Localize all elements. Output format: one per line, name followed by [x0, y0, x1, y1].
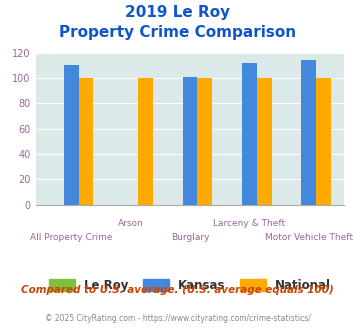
- Bar: [301, 60, 316, 205]
- Bar: [64, 65, 78, 205]
- Text: Compared to U.S. average. (U.S. average equals 100): Compared to U.S. average. (U.S. average …: [21, 285, 334, 295]
- Bar: [242, 63, 257, 205]
- Text: All Property Crime: All Property Crime: [30, 233, 113, 242]
- Text: Motor Vehicle Theft: Motor Vehicle Theft: [265, 233, 353, 242]
- Bar: [316, 78, 331, 205]
- Text: Larceny & Theft: Larceny & Theft: [213, 219, 285, 228]
- Bar: [78, 78, 93, 205]
- Bar: [197, 78, 212, 205]
- Text: 2019 Le Roy: 2019 Le Roy: [125, 5, 230, 20]
- Bar: [182, 77, 197, 205]
- Bar: [257, 78, 272, 205]
- Text: Burglary: Burglary: [171, 233, 209, 242]
- Text: Arson: Arson: [118, 219, 143, 228]
- Text: © 2025 CityRating.com - https://www.cityrating.com/crime-statistics/: © 2025 CityRating.com - https://www.city…: [45, 314, 310, 323]
- Text: Property Crime Comparison: Property Crime Comparison: [59, 25, 296, 40]
- Bar: [138, 78, 153, 205]
- Legend: Le Roy, Kansas, National: Le Roy, Kansas, National: [44, 274, 336, 297]
